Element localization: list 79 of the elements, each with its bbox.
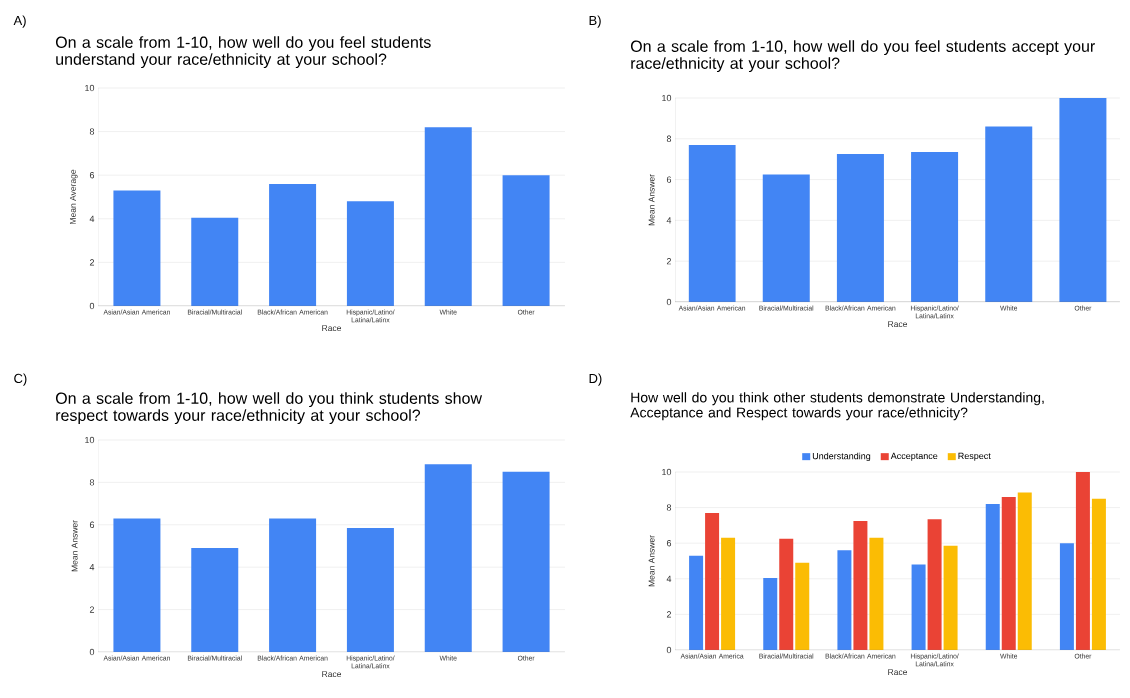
bar [943,545,958,650]
bar [762,174,810,302]
bar [853,520,868,650]
y-tick-label: 2 [666,611,672,618]
y-tick-label: 10 [662,94,672,102]
y-tick-label: 6 [666,176,672,183]
bar [763,577,778,650]
x-axis-title: Race [322,671,342,678]
text: C) [14,373,27,386]
y-axis-title: Mean Answer [648,535,655,587]
y-tick-label: 4 [89,564,95,571]
y-axis-title: Mean Average [69,169,78,224]
y-tick-label: 0 [666,298,672,306]
bar [346,527,394,652]
legend-label: Understanding [812,452,871,462]
y-tick-label: 6 [89,172,95,179]
y-tick-label: 6 [89,521,95,528]
y-tick-label: 2 [89,259,95,266]
y-tick-label: 0 [666,646,672,654]
x-axis-title: Race [888,321,908,328]
y-tick-label: 2 [666,258,672,265]
bar [911,564,926,650]
y-tick-label: 4 [666,575,672,582]
y-axis-title: Mean Answer [71,520,78,572]
bar [1059,97,1107,302]
y-tick-label: 4 [666,217,672,224]
y-tick-label: 8 [89,128,95,135]
bar [985,126,1033,302]
bar [837,550,852,650]
bar [869,537,884,650]
chart-title: How well do you think other students demonstrate Understanding, Acceptance and Respect towards your race/ethnicity? [630,392,1044,421]
text: A) [13,15,26,28]
bar [269,183,317,306]
bar [502,175,550,306]
bar [836,154,884,302]
bar [689,555,704,650]
bar [1001,496,1016,650]
bar [1091,498,1106,650]
bar [191,217,239,306]
y-tick-label: 10 [85,84,95,92]
y-tick-label: 10 [85,436,95,444]
text: D) [589,373,602,386]
bar [1017,492,1032,650]
bar [191,548,239,652]
bar [1075,471,1090,650]
bar [927,519,942,650]
bar [688,144,736,302]
bar [113,518,161,652]
y-tick-label: 8 [666,504,672,511]
bar [721,537,736,650]
y-tick-label: 8 [666,135,672,142]
bar [424,464,472,652]
bar [795,562,810,650]
bar [705,512,720,650]
bar [502,471,550,652]
y-tick-label: 0 [89,648,95,656]
bar [779,538,794,650]
y-tick-label: 10 [662,468,672,476]
bar [1059,543,1074,650]
legend-label: Acceptance [890,452,938,461]
legend-label: Respect [958,452,991,461]
y-axis-title: Mean Answer [648,174,655,226]
x-axis-title: Race [322,325,342,332]
bar [424,127,472,306]
x-axis-title: Race [888,669,908,676]
bar [346,201,394,306]
bar [985,504,1000,650]
chart-title: On a scale from 1-10, how well do you feel students understand your race/ethnicity at your school? [55,36,431,69]
y-tick-label: 2 [89,606,95,613]
chart-title: On a scale from 1-10, how well do you feel students accept your race/ethnicity at your school? [630,40,1095,73]
y-tick-label: 4 [89,215,95,222]
bar [911,152,959,302]
chart-title: On a scale from 1-10, how well do you think students show respect towards your race/ethnicity at your school? [55,392,483,425]
bar [269,518,317,652]
y-tick-label: 6 [666,539,672,547]
bar [113,190,161,306]
y-tick-label: 0 [89,302,95,310]
text: B) [589,15,601,28]
y-tick-label: 8 [89,479,95,486]
